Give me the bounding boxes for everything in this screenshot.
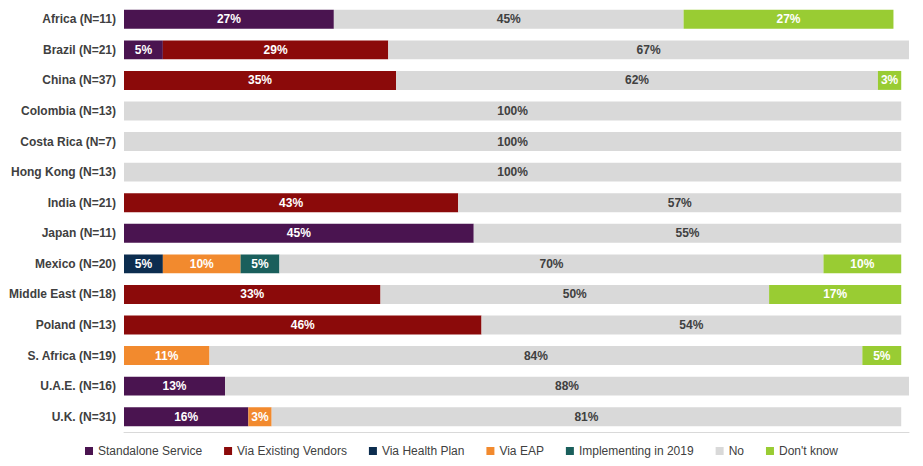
svg-text:Via Health Plan: Via Health Plan: [382, 444, 465, 458]
svg-text:45%: 45%: [287, 226, 311, 240]
svg-text:3%: 3%: [251, 410, 269, 424]
svg-text:33%: 33%: [240, 287, 264, 301]
svg-text:13%: 13%: [163, 379, 187, 393]
svg-text:Standalone Service: Standalone Service: [98, 444, 202, 458]
svg-text:S. Africa (N=19): S. Africa (N=19): [27, 349, 116, 363]
svg-text:Mexico (N=20): Mexico (N=20): [35, 257, 116, 271]
svg-text:100%: 100%: [497, 165, 528, 179]
svg-text:70%: 70%: [539, 257, 563, 271]
svg-text:5%: 5%: [135, 43, 153, 57]
svg-text:5%: 5%: [873, 349, 891, 363]
svg-text:43%: 43%: [279, 196, 303, 210]
svg-text:100%: 100%: [497, 135, 528, 149]
svg-text:11%: 11%: [155, 349, 179, 363]
svg-text:10%: 10%: [850, 257, 874, 271]
svg-text:35%: 35%: [248, 73, 272, 87]
svg-text:5%: 5%: [135, 257, 153, 271]
svg-text:10%: 10%: [190, 257, 214, 271]
svg-text:India (N=21): India (N=21): [48, 196, 116, 210]
svg-text:45%: 45%: [497, 12, 521, 26]
svg-text:Japan (N=11): Japan (N=11): [42, 226, 116, 240]
svg-text:Implementing in 2019: Implementing in 2019: [579, 444, 694, 458]
svg-text:Brazil (N=21): Brazil (N=21): [43, 43, 116, 57]
svg-text:54%: 54%: [679, 318, 703, 332]
svg-text:84%: 84%: [524, 349, 548, 363]
svg-text:50%: 50%: [563, 287, 587, 301]
svg-text:29%: 29%: [264, 43, 288, 57]
svg-text:57%: 57%: [668, 196, 692, 210]
svg-text:17%: 17%: [823, 287, 847, 301]
svg-text:27%: 27%: [217, 12, 241, 26]
svg-text:Middle East (N=18): Middle East (N=18): [9, 287, 116, 301]
svg-text:5%: 5%: [251, 257, 269, 271]
svg-text:81%: 81%: [574, 410, 598, 424]
svg-text:Colombia (N=13): Colombia (N=13): [21, 104, 116, 118]
svg-text:U.A.E. (N=16): U.A.E. (N=16): [40, 379, 116, 393]
svg-text:27%: 27%: [777, 12, 801, 26]
svg-text:Via EAP: Via EAP: [499, 444, 543, 458]
svg-text:16%: 16%: [174, 410, 198, 424]
svg-text:3%: 3%: [881, 73, 899, 87]
svg-text:46%: 46%: [291, 318, 315, 332]
svg-text:100%: 100%: [497, 104, 528, 118]
svg-text:Hong Kong (N=13): Hong Kong (N=13): [11, 165, 116, 179]
svg-text:62%: 62%: [625, 73, 649, 87]
svg-text:U.K. (N=31): U.K. (N=31): [52, 410, 116, 424]
svg-text:Africa (N=11): Africa (N=11): [42, 12, 116, 26]
svg-text:88%: 88%: [555, 379, 579, 393]
svg-text:Don't know: Don't know: [779, 444, 838, 458]
svg-text:Costa Rica (N=7): Costa Rica (N=7): [20, 135, 116, 149]
svg-text:No: No: [729, 444, 745, 458]
svg-text:Poland (N=13): Poland (N=13): [36, 318, 116, 332]
svg-text:Via Existing Vendors: Via Existing Vendors: [237, 444, 347, 458]
svg-text:67%: 67%: [637, 43, 661, 57]
svg-text:China (N=37): China (N=37): [42, 73, 116, 87]
svg-text:55%: 55%: [675, 226, 699, 240]
